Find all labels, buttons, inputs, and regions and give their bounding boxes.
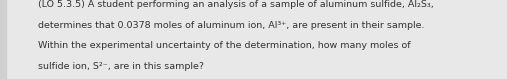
Bar bbox=[0, 0, 6, 79]
Text: (LO 5.3.5) A student performing an analysis of a sample of aluminum sulfide, Al₂: (LO 5.3.5) A student performing an analy… bbox=[38, 0, 434, 9]
Text: sulfide ion, S²⁻, are in this sample?: sulfide ion, S²⁻, are in this sample? bbox=[38, 62, 204, 71]
Text: determines that 0.0378 moles of aluminum ion, Al³⁺, are present in their sample.: determines that 0.0378 moles of aluminum… bbox=[38, 21, 424, 30]
Text: Within the experimental uncertainty of the determination, how many moles of: Within the experimental uncertainty of t… bbox=[38, 41, 411, 50]
